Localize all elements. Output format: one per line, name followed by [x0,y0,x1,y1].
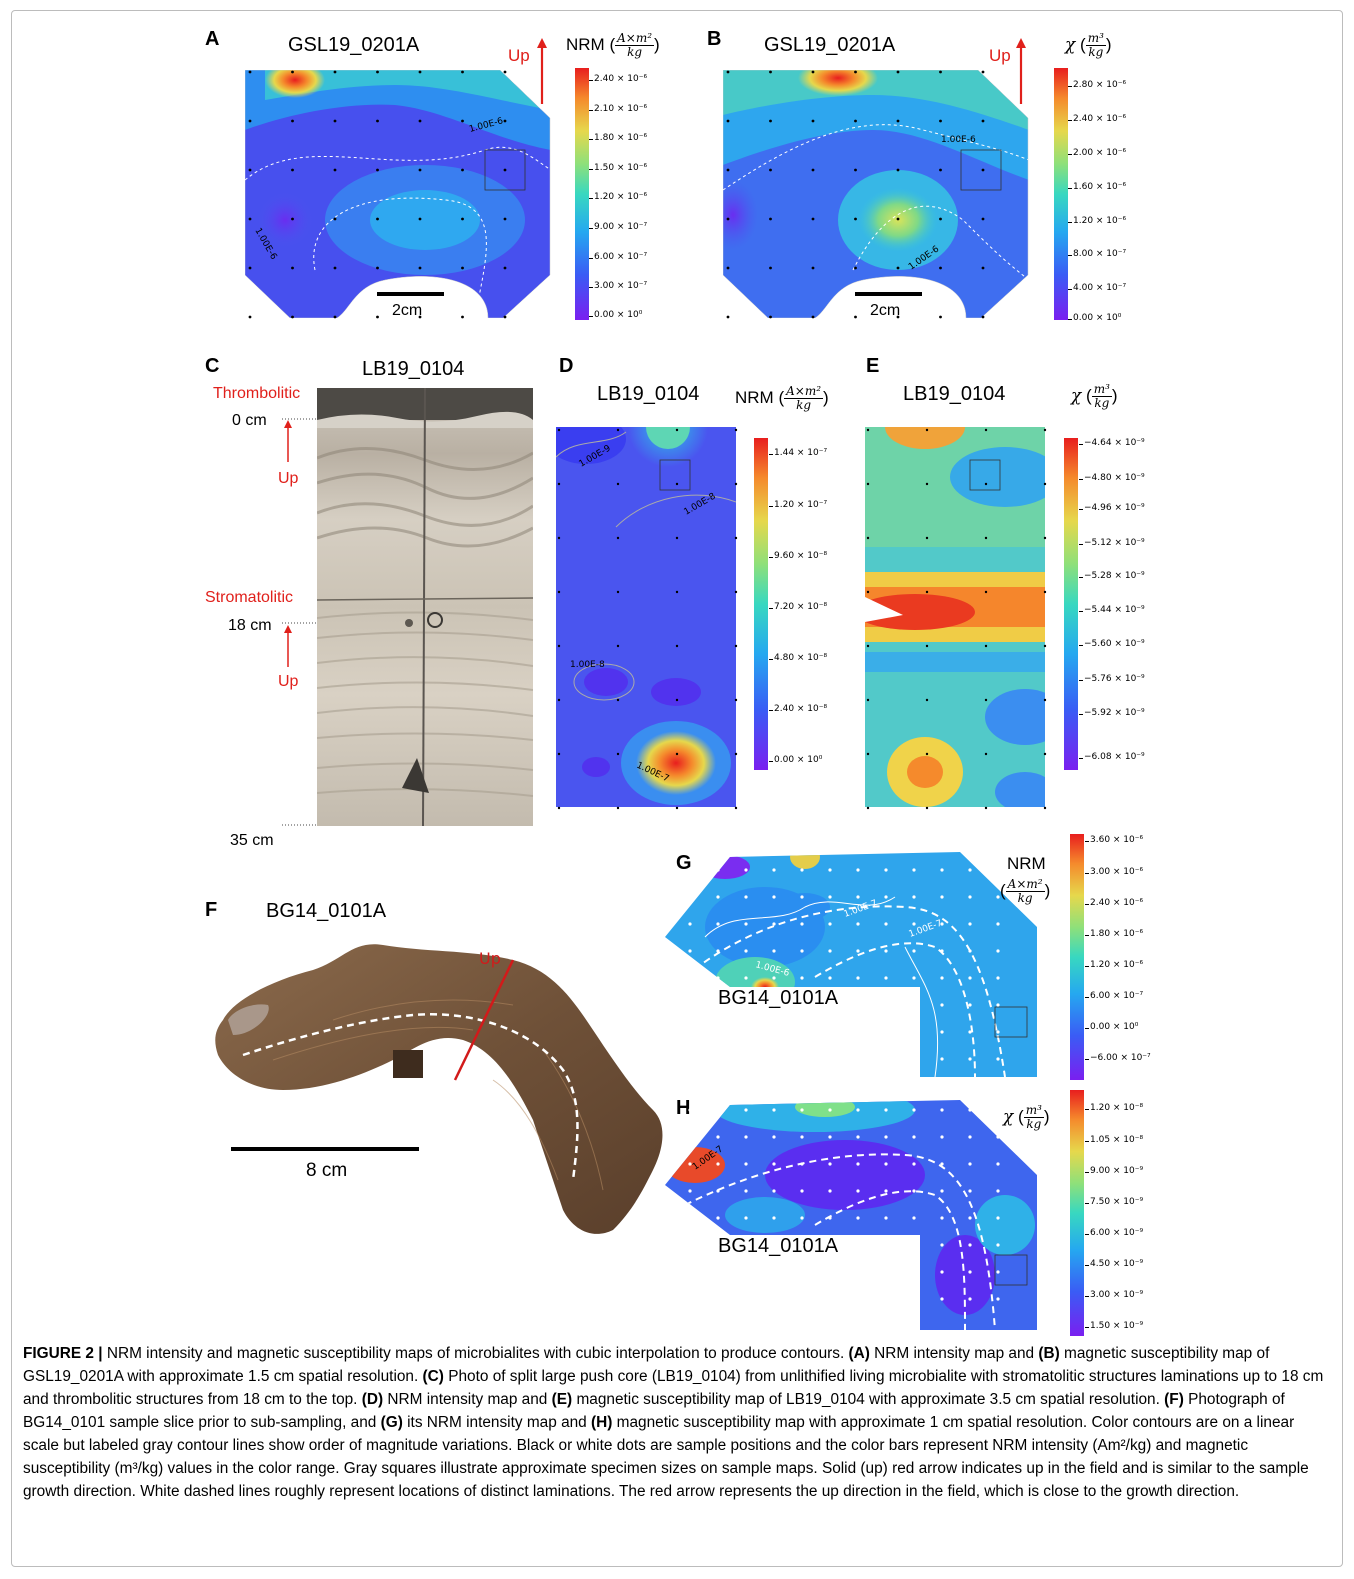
panel-e-colorbar-ticks: −4.64 × 10⁻⁹ −4.80 × 10⁻⁹ −4.96 × 10⁻⁹ −… [1079,438,1145,762]
panel-b-scale-bar [855,292,922,296]
panel-c-thrombolitic-label: Thrombolitic [213,385,301,402]
panel-b-contour-label: 1.00E-6 [941,135,976,145]
panel-b-colorbar-ticks: 2.80 × 10⁻⁶ 2.40 × 10⁻⁶ 2.00 × 10⁻⁶ 1.60… [1067,80,1127,323]
panel-d-colorbar [754,438,768,770]
panel-d-nrm-map: 1.00E-9 1.00E-8 1.00E-8 1.00E-7 [556,427,736,807]
panel-b-title: GSL19_0201A [764,34,896,56]
panel-a-colorbar-title: NRM (A×m² kg) [566,31,660,59]
panel-e-title: LB19_0104 [903,383,1006,405]
caption-panel-ref: (C) [422,1368,444,1385]
panel-d-colorbar-ticks: 1.44 × 10⁻⁷ 1.20 × 10⁻⁷ 9.60 × 10⁻⁸ 7.20… [768,448,828,765]
panel-g-colorbar-unit: (A×m² kg) [1000,877,1051,905]
panel-a-up-label: Up [508,46,530,65]
panel-h-susceptibility-map: 1.00E-7 [665,1100,1037,1330]
panel-h-colorbar-ticks: 1.20 × 10⁻⁸ 1.05 × 10⁻⁸ 9.00 × 10⁻⁹ 7.50… [1084,1103,1144,1331]
caption-panel-ref: (A) [848,1345,870,1362]
panel-a-nrm-map: 1.00E-6 1.00E-6 [245,70,551,318]
panel-c-depth-0-line [282,418,322,420]
caption-text: NRM intensity and magnetic susceptibilit… [102,1345,849,1362]
panel-e-letter: E [866,355,880,377]
panel-a-colorbar [575,68,589,320]
panel-e-colorbar-title: χ (m³ kg) [1071,382,1118,410]
panel-d-contour-label: 1.00E-8 [570,660,605,670]
panel-c-letter: C [205,355,220,377]
panel-f-sample-photo: Up [215,944,663,1234]
panel-f-letter: F [205,899,218,921]
caption-text: NRM intensity map and [383,1391,552,1408]
panel-h-letter: H [676,1097,691,1119]
panel-b-scale-label: 2cm [870,302,901,319]
panel-d-title: LB19_0104 [597,383,700,405]
panel-a-scale-bar [377,292,444,296]
panel-d-letter: D [559,355,574,377]
panel-f-scale-bar [231,1147,419,1151]
panel-g-letter: G [676,852,692,874]
panel-g-colorbar-ticks: 3.60 × 10⁻⁶ 3.00 × 10⁻⁶ 2.40 × 10⁻⁶ 1.80… [1084,835,1151,1063]
panel-b-colorbar [1054,68,1068,320]
panel-a-up-arrow [537,38,547,104]
panel-a-scale-label: 2cm [392,302,423,319]
caption-panel-ref: (D) [361,1391,384,1408]
panel-c-up-label-2: Up [278,673,299,690]
figure-frame [11,10,1343,1567]
panel-a-letter: A [205,28,220,50]
panel-g-colorbar [1070,834,1084,1080]
panel-f-scale-label: 8 cm [306,1160,348,1181]
caption-text: its NRM intensity map and [402,1414,592,1431]
caption-text: magnetic susceptibility map with approxi… [23,1414,1309,1500]
panel-f-up-label: Up [479,949,501,968]
panel-c-title: LB19_0104 [362,358,465,380]
caption-panel-ref: (H) [591,1414,613,1431]
panel-h-title: BG14_0101A [718,1235,839,1257]
caption-text: Photo of split large push core (LB19_010… [23,1368,1324,1408]
panel-g-colorbar-title: NRM [1007,854,1046,873]
caption-panel-ref: (E) [551,1391,573,1408]
panel-b-up-arrow [1016,38,1026,104]
caption-panel-ref: (B) [1038,1345,1060,1362]
panel-e-susceptibility-map [865,427,1045,807]
panel-c-up-arrow-2 [284,625,292,667]
panel-c-up-label-1: Up [278,470,299,487]
panel-c-depth-0: 0 cm [232,412,267,429]
panel-a-title: GSL19_0201A [288,34,420,56]
panel-c-depth-35: 35 cm [230,832,274,849]
caption-text: Photograph of BG14_0101 sample slice pri… [23,1391,1285,1431]
panel-c-core-photo [317,388,533,826]
panel-e-colorbar [1064,438,1078,770]
panel-h-colorbar-title: χ (m³ kg) [1003,1103,1050,1131]
panel-b-colorbar-title: χ (m³ kg) [1065,31,1112,59]
panel-g-nrm-map: 1.00E-7 1.00E-7 1.00E-6 [665,852,1037,1077]
figure-caption: FIGURE 2 | NRM intensity and magnetic su… [23,1342,1329,1503]
caption-heading: FIGURE 2 | [23,1345,103,1362]
panel-a-colorbar-ticks: 2.40 × 10⁻⁶ 2.10 × 10⁻⁶ 1.80 × 10⁻⁶ 1.50… [588,74,648,320]
panel-d-colorbar-title: NRM (A×m² kg) [735,384,829,412]
panel-b-letter: B [707,28,722,50]
panel-c-depth-35-line [282,824,322,826]
panel-f-title: BG14_0101A [266,900,387,922]
panel-c-stromatolitic-label: Stromatolitic [205,589,294,606]
panel-c-depth-18-line [282,622,322,624]
panel-h-colorbar [1070,1090,1084,1336]
caption-text: magnetic susceptibility map of LB19_0104… [572,1391,1165,1408]
caption-panel-ref: (F) [1164,1391,1184,1408]
caption-panel-ref: (G) [380,1414,403,1431]
panel-b-susceptibility-map: 1.00E-6 1.00E-6 [723,70,1029,318]
caption-text: NRM intensity map and [869,1345,1039,1362]
caption-body: NRM intensity and magnetic susceptibilit… [23,1345,1323,1500]
panel-b-up-label: Up [989,46,1011,65]
panel-c-depth-18: 18 cm [228,617,272,634]
panel-c-up-arrow-1 [284,420,292,462]
caption-text: magnetic susceptibility map of GSL19_020… [23,1345,1270,1385]
panel-g-title: BG14_0101A [718,987,839,1009]
